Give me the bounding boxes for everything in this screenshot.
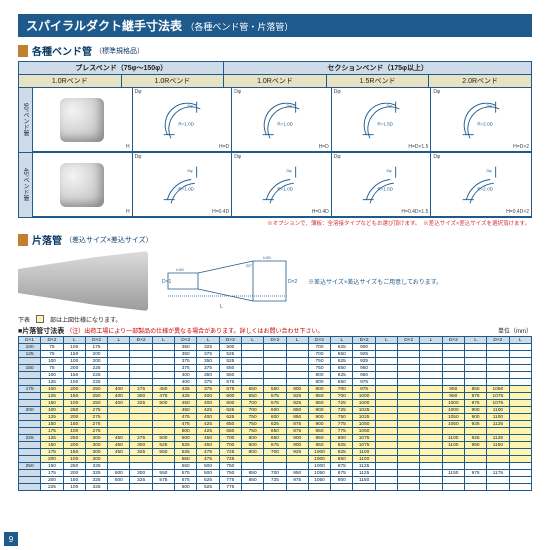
table-warning: （注）出荷工場により一部製品の仕様が異なる場合があります。詳しくはお問い合わせ下… [66, 329, 323, 335]
table-row: 1751002002504002754504253755756505508008… [19, 386, 532, 393]
svg-text:R=1.0D: R=1.0D [278, 121, 294, 126]
table-row: 1501502754754256507506258759007751050105… [19, 421, 532, 428]
bend-cell: H [33, 153, 133, 217]
elbow-drawing-icon: R=1.0D Dφ [160, 98, 204, 142]
svg-text:Dφ: Dφ [187, 104, 193, 108]
section-bend-header: 各種ベンド管 （標準規格品） [18, 43, 532, 58]
bend-col: 2.0Rベンド [429, 75, 531, 87]
legend-swatch-icon [36, 315, 44, 323]
svg-text:R=1.0D: R=1.0D [278, 186, 294, 191]
table-row: 2001503255003255755755257758507259751050… [19, 477, 532, 484]
section-bend-title: 各種ベンド管 [32, 43, 92, 58]
bend-cell: R=2.0D DφH=0.4D×2Dφ [431, 153, 531, 217]
svg-text:l=50: l=50 [263, 255, 271, 260]
table-row: 20010030055047572510008501100 [19, 456, 532, 463]
subtitle-text: （各種ベンド管・片落管） [185, 22, 293, 32]
table-row: 2251252503004502755005004507008006509009… [19, 435, 532, 442]
table-row: 1752003255003005505755007508507009501050… [19, 470, 532, 477]
section-reducer-note: （差込サイズ×差込サイズ） [65, 235, 153, 245]
reducer-drawing-icon: D×1 D×2 L l=50 l=50 20° [158, 251, 298, 311]
table-row: 125100225400375575800650975 [19, 379, 532, 386]
title-text: スパイラルダクト継手寸法表 [26, 19, 182, 33]
bend-col: 1.0Rベンド [224, 75, 327, 87]
table-row: 12575150200350375525700650925 [19, 351, 532, 358]
svg-text:R=2.0D: R=2.0D [478, 186, 494, 191]
page-title: スパイラルダクト継手寸法表 （各種ベンド管・片落管） [18, 14, 532, 37]
elbow-drawing-icon: R=2.0D Dφ [459, 163, 503, 207]
bend-cell: R=2.0D DφH=D×2Dφ [431, 88, 531, 152]
elbow-drawing-icon: R=2.0D Dφ [459, 98, 503, 142]
table-row: 100100200375350525750625925 [19, 358, 532, 365]
svg-text:Dφ: Dφ [287, 104, 293, 108]
bend-col: 1.5Rベンド [327, 75, 430, 87]
svg-text:20°: 20° [246, 263, 252, 268]
bend-col: 1.0Rベンド [122, 75, 225, 87]
svg-text:R=1.5D: R=1.5D [377, 121, 393, 126]
table-title: ■片落管寸法表 [18, 328, 64, 335]
svg-text:L: L [220, 304, 223, 310]
svg-text:Dφ: Dφ [287, 169, 293, 173]
bend-cell: R=1.5D DφH=D×1.5Dφ [332, 88, 432, 152]
svg-text:D×2: D×2 [288, 279, 298, 285]
elbow-drawing-icon: R=1.5D Dφ [359, 98, 403, 142]
table-unit: 単位（mm） [498, 326, 532, 335]
bend-cell: R=1.5D DφH=0.4D×1.5Dφ [332, 153, 432, 217]
bend-cell: R=1.0D DφH=0.4DDφ [133, 153, 233, 217]
legend: 下表 部は上図仕様になります。 [18, 315, 532, 324]
reducer-photo [18, 251, 148, 311]
table-row: 10075100175350325500700625900 [19, 344, 532, 351]
reducer-side-note: ※差込サイズ×差込サイズもご用意しております。 [308, 277, 442, 286]
table-row: 1751503004503255505254757258007009251000… [19, 449, 532, 456]
section-reducer-header: 片落管 （差込サイズ×差込サイズ） [18, 232, 532, 247]
bend-cell: R=1.0D DφH=DDφ [232, 88, 332, 152]
bend-col: 1.0Rベンド [19, 75, 122, 87]
svg-text:l=50: l=50 [176, 267, 184, 272]
accent-bar-icon [18, 234, 28, 246]
page-number: 9 [4, 532, 18, 546]
bend-group2: セクションベンド（175φ以上） [224, 62, 531, 74]
legend-note: 部は上図仕様になります。 [50, 315, 121, 324]
table-row: 100150225400350550800625950 [19, 372, 532, 379]
svg-text:R=1.0D: R=1.0D [178, 121, 194, 126]
row-label-90: 90°ベンド管 [19, 88, 33, 152]
table-row: 1501002504003255004504006007005758258507… [19, 400, 532, 407]
elbow-drawing-icon: R=1.0D Dφ [259, 98, 303, 142]
bend-footnote: ※オプションで、薄板：全溶接タイプなどもお選び頂けます。 ※差込サイズ×差込サイ… [18, 218, 532, 228]
elbow-drawing-icon: R=1.0D Dφ [259, 163, 303, 207]
bend-table: プレスベンド（75φ〜150φ） セクションベンド（175φ以上） 1.0Rベン… [18, 61, 532, 218]
table-row: 25015025032555050075010008751125 [19, 463, 532, 470]
svg-text:Dφ: Dφ [487, 104, 493, 108]
table-row: 1251502504003004754254006006505758258507… [19, 393, 532, 400]
svg-text:Dφ: Dφ [387, 169, 393, 173]
elbow-drawing-icon: R=1.5D Dφ [359, 163, 403, 207]
svg-text:D×1: D×1 [162, 279, 172, 285]
bend-cell: R=1.0D DφH=DDφ [133, 88, 233, 152]
reducer-figures: D×1 D×2 L l=50 l=50 20° ※差込サイズ×差込サイズもご用意… [18, 251, 532, 311]
accent-bar-icon [18, 45, 28, 57]
elbow-photo [60, 98, 104, 142]
svg-text:Dφ: Dφ [487, 169, 493, 173]
row-label-45: 45°ベンド管 [19, 153, 33, 217]
bend-group1: プレスベンド（75φ〜150φ） [19, 62, 224, 74]
table-row: 225100325600525775 [19, 484, 532, 491]
bend-cell: R=1.0D DφH=0.4DDφ [232, 153, 332, 217]
table-row: 1252002754754006257506008509007501025105… [19, 414, 532, 421]
dimension-table: D×1D×2LD×2LD×2LD×2LD×2LD×2LD×2LD×2LD×2LD… [18, 336, 532, 491]
table-row: 1502003004503005255254507008006759009508… [19, 442, 532, 449]
svg-text:R=2.0D: R=2.0D [478, 121, 494, 126]
elbow-drawing-icon: R=1.0D Dφ [160, 163, 204, 207]
svg-text:Dφ: Dφ [187, 169, 193, 173]
section-bend-note: （標準規格品） [95, 46, 144, 56]
bend-cell: H [33, 88, 133, 152]
table-row: 2001002502754504256257006008509007251025… [19, 407, 532, 414]
legend-label: 下表 [18, 315, 30, 324]
svg-text:R=1.0D: R=1.0D [178, 186, 194, 191]
table-row: 1751002755004256507506508759507751050 [19, 428, 532, 435]
svg-text:Dφ: Dφ [387, 104, 393, 108]
svg-text:R=1.5D: R=1.5D [377, 186, 393, 191]
elbow-photo [60, 163, 104, 207]
table-row: 15075200225375375550750650950 [19, 365, 532, 372]
section-reducer-title: 片落管 [32, 232, 62, 247]
